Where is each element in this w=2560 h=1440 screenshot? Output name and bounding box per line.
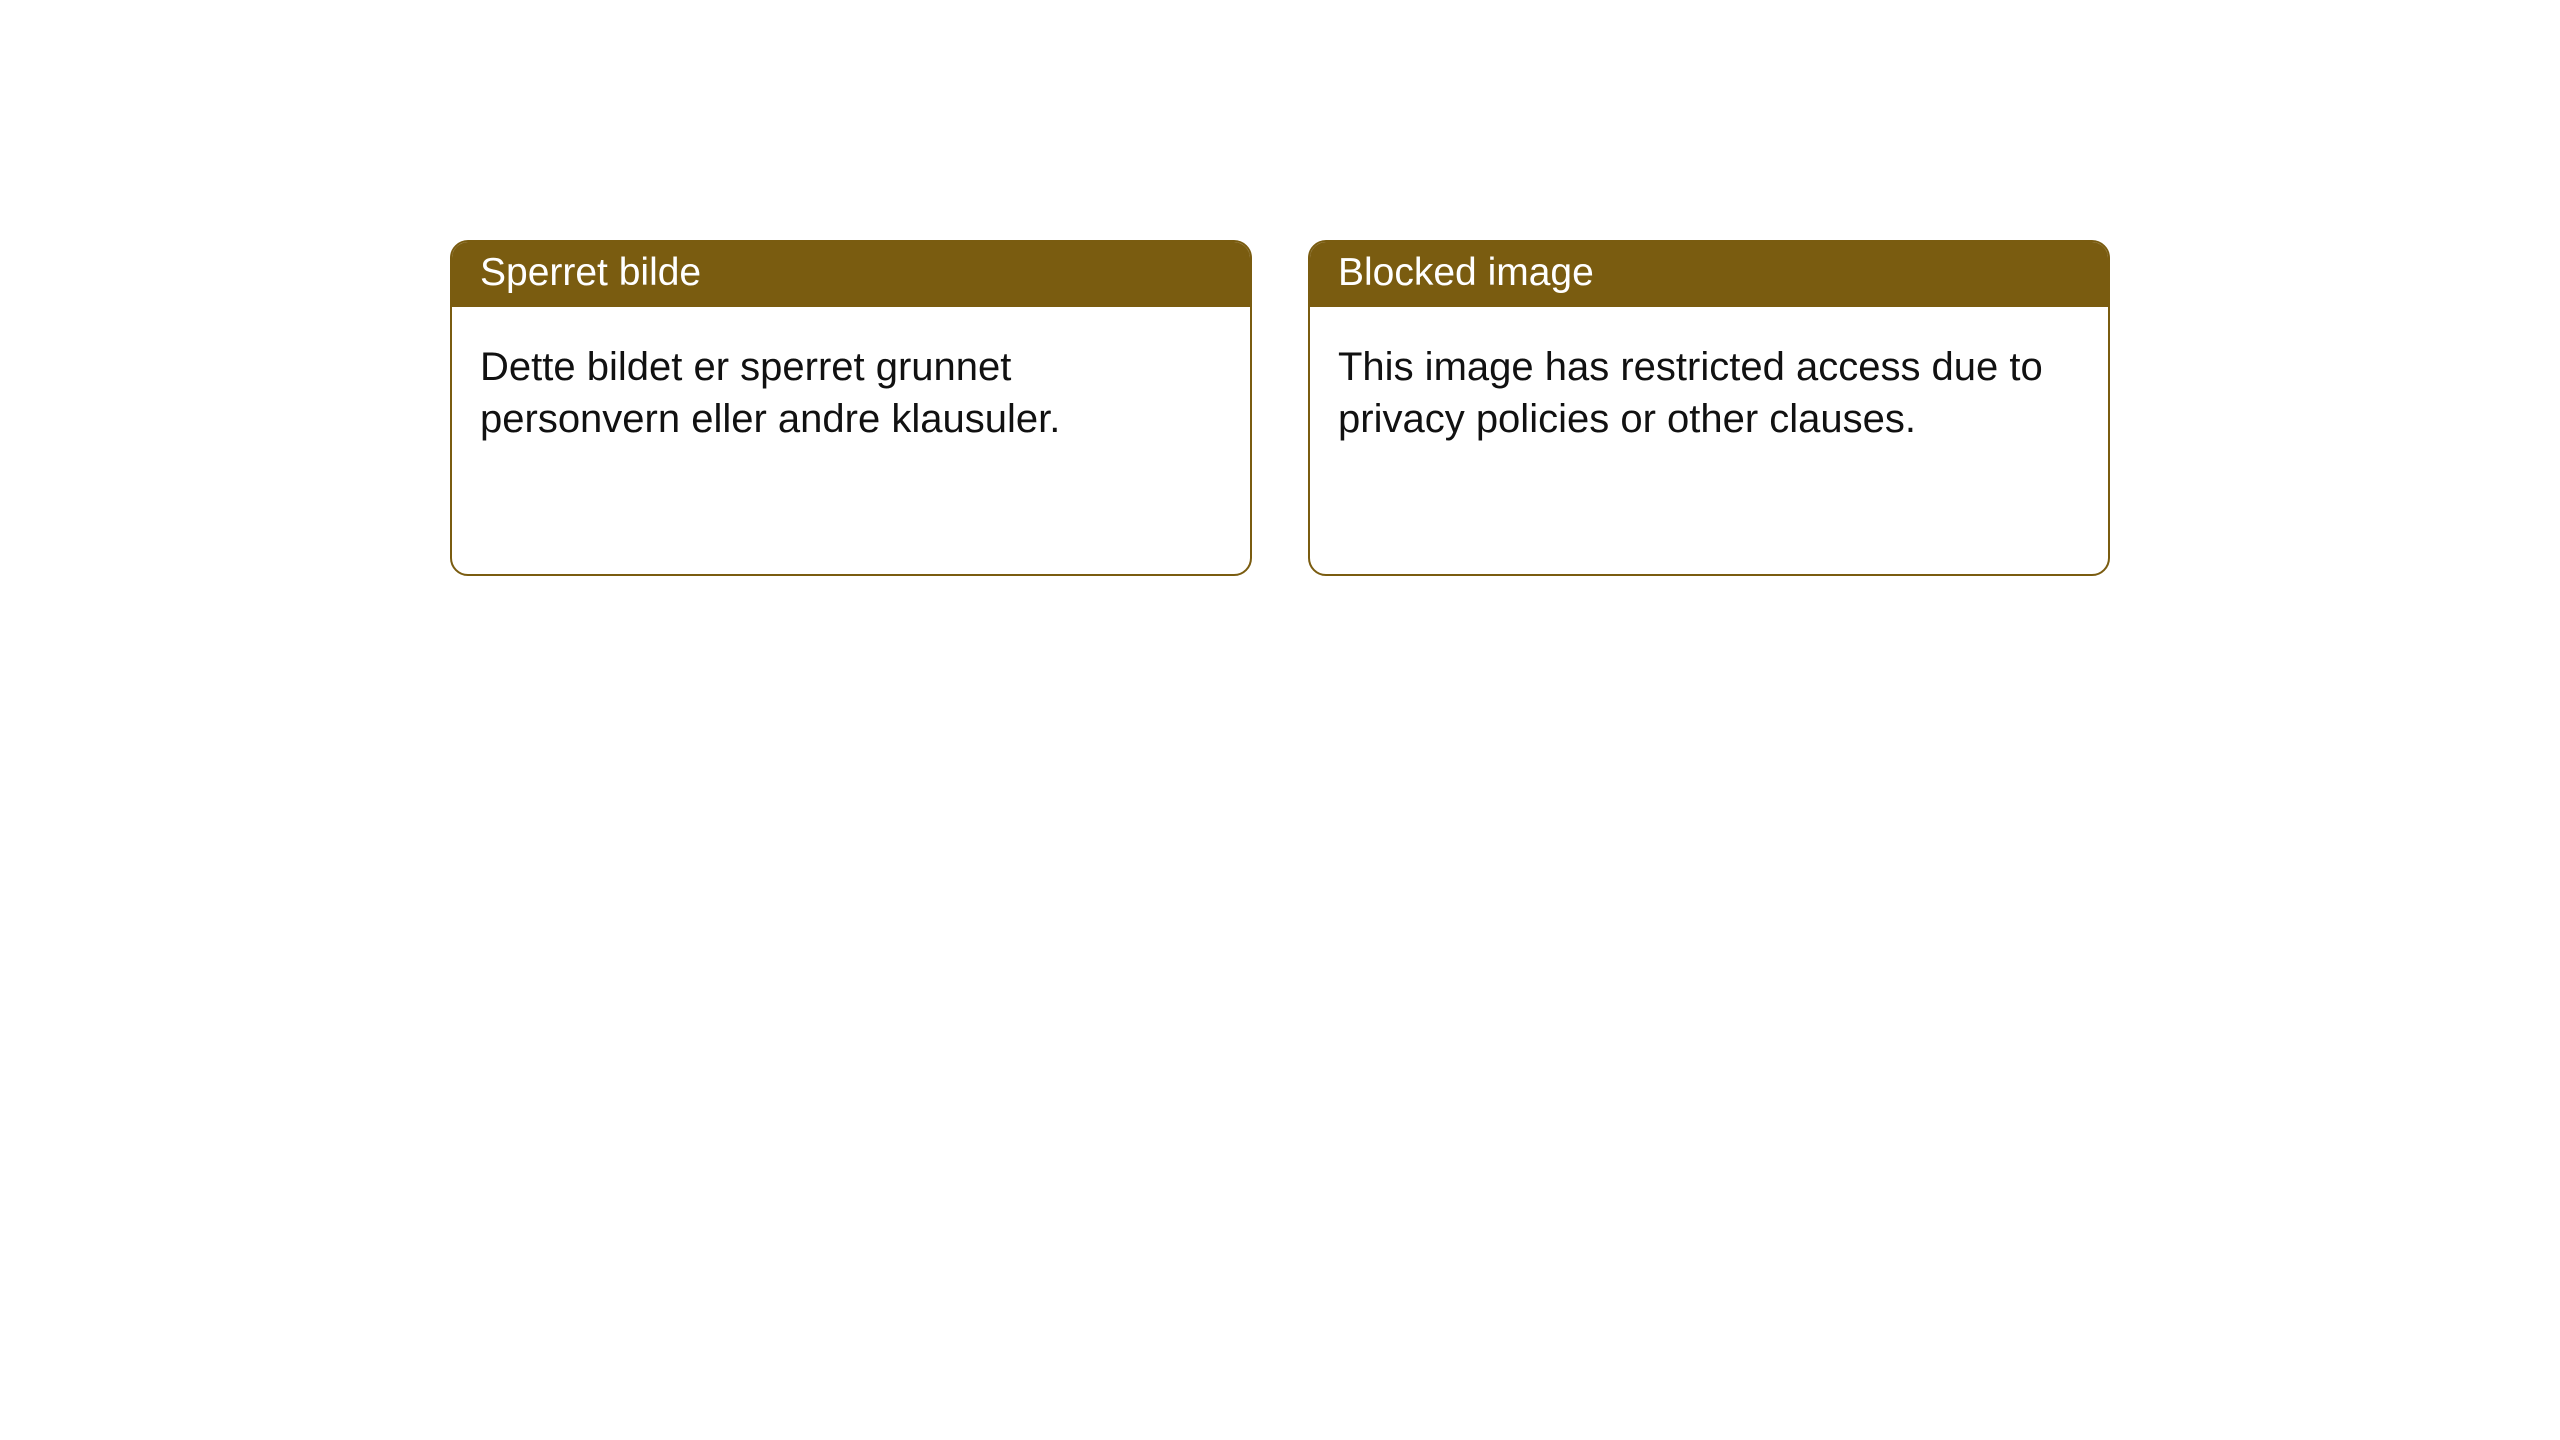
blocked-image-card-en: Blocked image This image has restricted … bbox=[1308, 240, 2110, 576]
blocked-image-card-no: Sperret bilde Dette bildet er sperret gr… bbox=[450, 240, 1252, 576]
card-body-en: This image has restricted access due to … bbox=[1310, 307, 2108, 473]
card-body-no: Dette bildet er sperret grunnet personve… bbox=[452, 307, 1250, 473]
card-header-en: Blocked image bbox=[1310, 242, 2108, 307]
card-header-no: Sperret bilde bbox=[452, 242, 1250, 307]
notice-container: Sperret bilde Dette bildet er sperret gr… bbox=[0, 0, 2560, 576]
